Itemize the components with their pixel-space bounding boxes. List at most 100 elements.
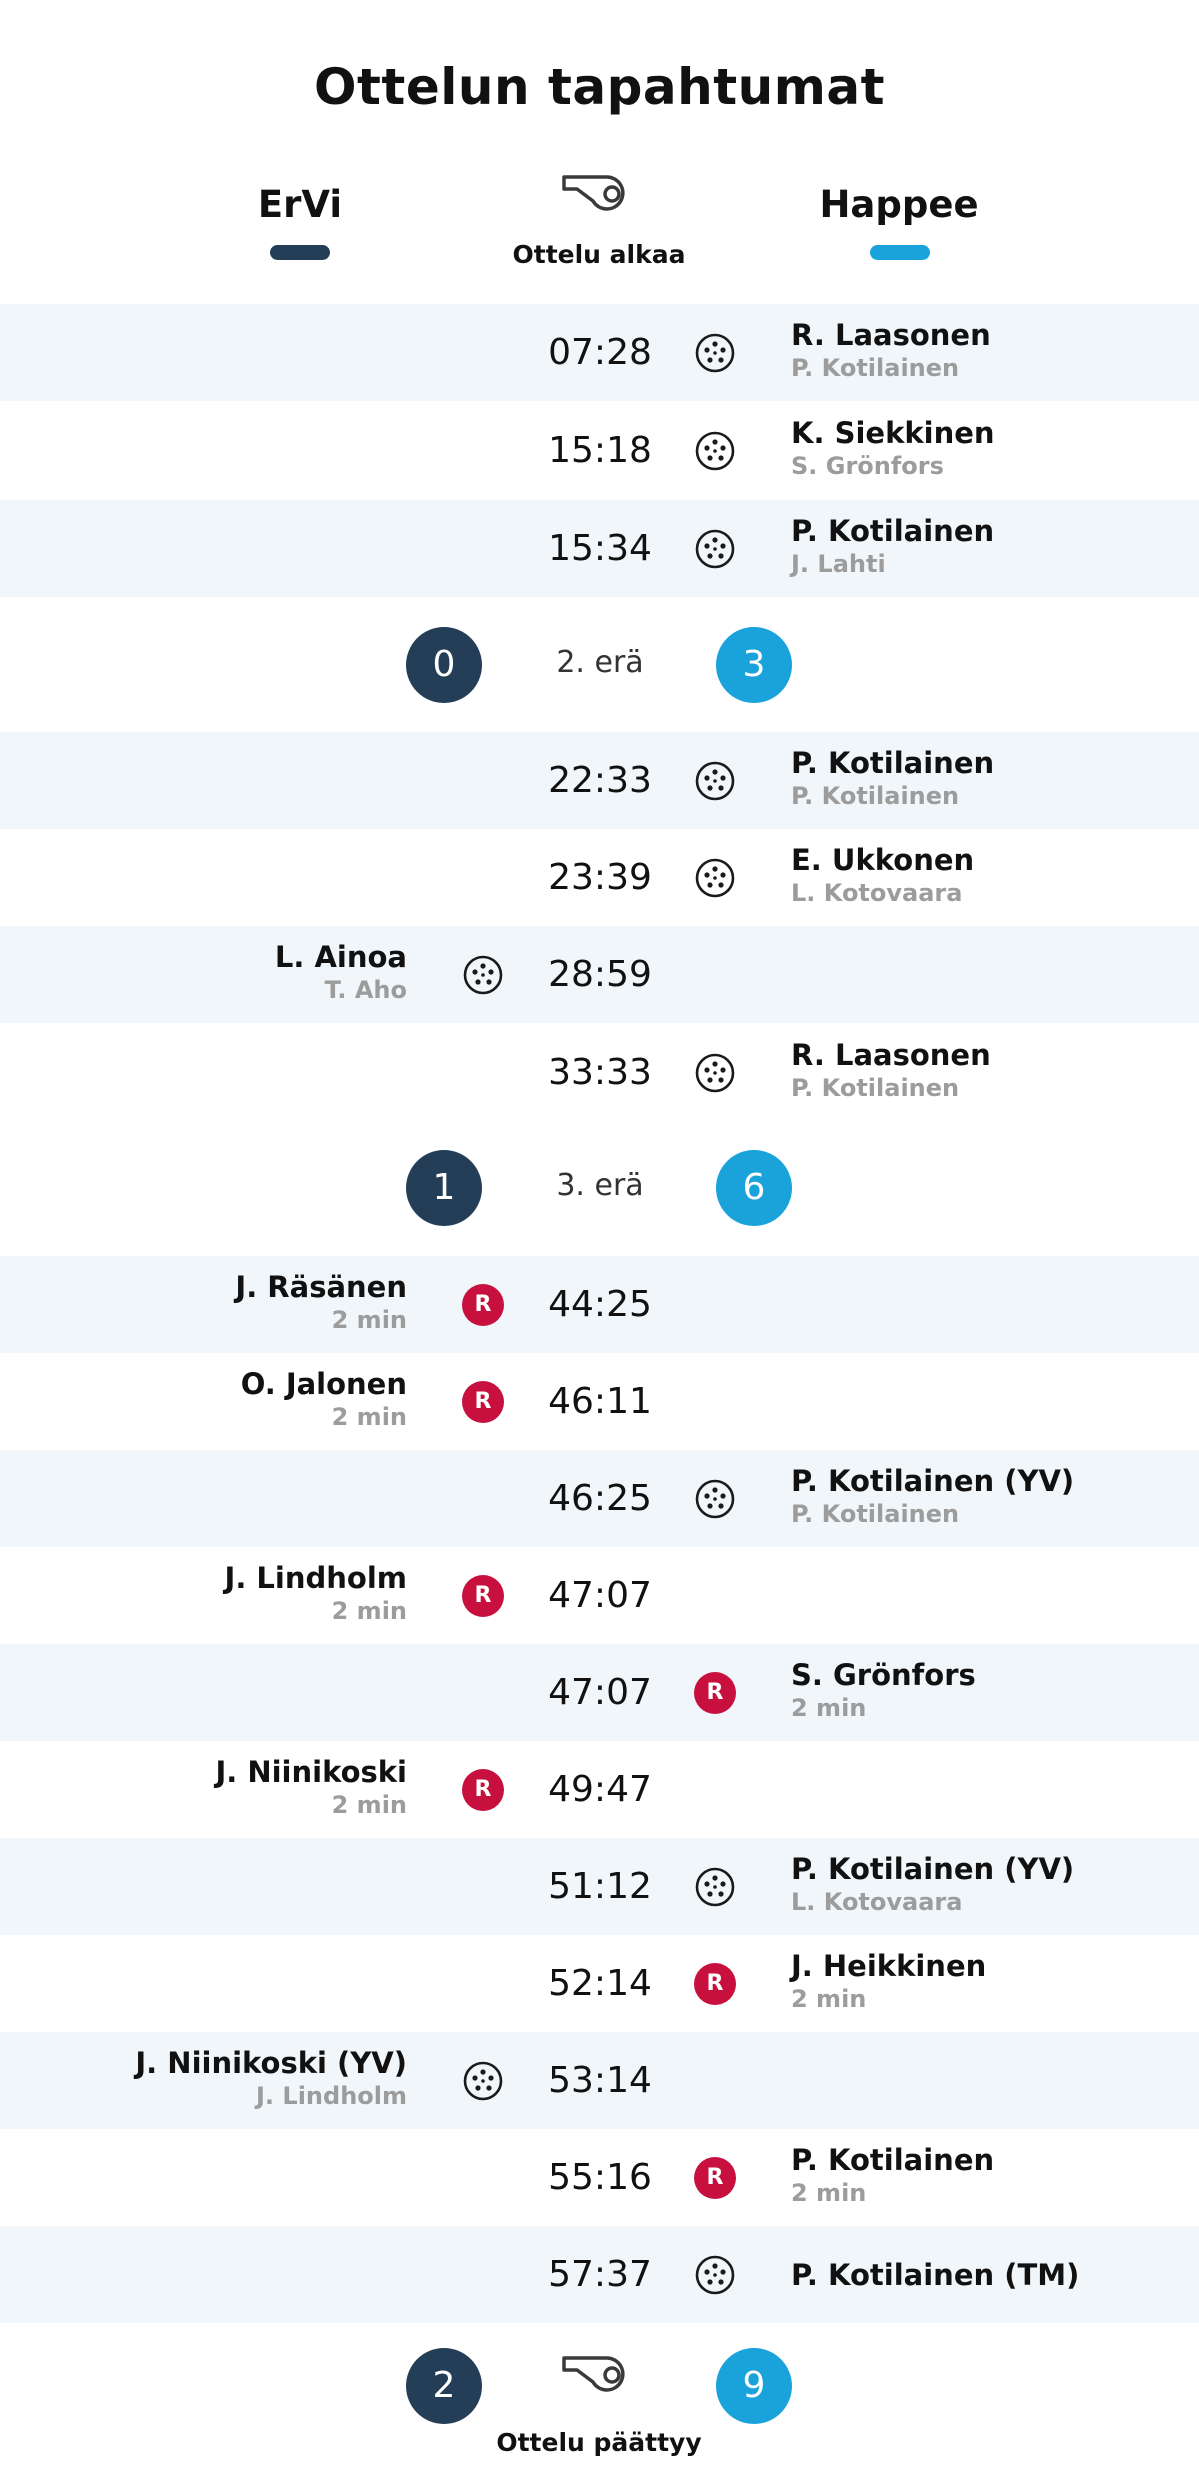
goal-scorer: P. Kotilainen (TM) <box>791 2258 1080 2292</box>
period-label: 2. erä <box>556 645 644 680</box>
penalty-duration: 2 min <box>791 2179 867 2207</box>
penalty-duration: 2 min <box>791 1694 867 1722</box>
event-time: 44:25 <box>548 1284 652 1325</box>
event-time: 15:18 <box>548 430 652 471</box>
event-time: 28:59 <box>548 954 652 995</box>
event-time: 23:39 <box>548 857 652 898</box>
goal-scorer: K. Siekkinen <box>791 416 995 450</box>
event-time: 47:07 <box>548 1575 652 1616</box>
goal-scorer: P. Kotilainen (YV) <box>791 1852 1075 1886</box>
event-time: 52:14 <box>548 1963 652 2004</box>
event-time: 07:28 <box>548 332 652 373</box>
goal-scorer: L. Ainoa <box>274 940 407 974</box>
assist-player: T. Aho <box>324 976 407 1004</box>
event-player-info: P. Kotilainen (YV) L. Kotovaara <box>791 1852 1074 1916</box>
home-score-badge: 0 <box>406 627 482 703</box>
event-row: 22:33 P. Kotilainen P. Kotilainen <box>0 732 1199 829</box>
assist-player: L. Kotovaara <box>791 1888 963 1916</box>
penalized-player: P. Kotilainen <box>791 2143 995 2177</box>
event-time: 46:11 <box>548 1381 652 1422</box>
goal-scorer: P. Kotilainen (YV) <box>791 1464 1075 1498</box>
whistle-icon <box>562 175 625 211</box>
away-team-name: Happee <box>819 183 979 226</box>
penalized-player: S. Grönfors <box>791 1658 976 1692</box>
penalty-r-icon: R <box>694 1963 736 2005</box>
away-score-badge: 6 <box>716 1150 792 1226</box>
event-time: 49:47 <box>548 1769 652 1810</box>
floorball-icon <box>694 430 736 472</box>
event-player-info: P. Kotilainen J. Lahti <box>791 514 994 578</box>
event-player-info: J. Lindholm 2 min <box>225 1561 407 1625</box>
floorball-icon <box>694 760 736 802</box>
home-score-badge: 2 <box>406 2348 482 2424</box>
assist-player: P. Kotilainen <box>791 354 960 382</box>
floorball-icon <box>694 1052 736 1094</box>
event-row: 57:37 P. Kotilainen (TM) <box>0 2226 1199 2323</box>
floorball-icon <box>462 954 504 996</box>
penalized-player: O. Jalonen <box>240 1367 407 1401</box>
floorball-icon <box>694 2254 736 2296</box>
goal-scorer: P. Kotilainen <box>791 514 995 548</box>
event-time: 33:33 <box>548 1052 652 1093</box>
floorball-icon <box>694 857 736 899</box>
penalized-player: J. Lindholm <box>224 1561 407 1595</box>
penalized-player: J. Niinikoski <box>215 1755 407 1789</box>
penalty-r-icon: R <box>462 1381 504 1423</box>
event-player-info: O. Jalonen 2 min <box>241 1367 407 1431</box>
floorball-icon <box>694 332 736 374</box>
event-row: 46:11 R O. Jalonen 2 min <box>0 1353 1199 1450</box>
penalty-r-icon: R <box>462 1769 504 1811</box>
event-row: 49:47 R J. Niinikoski 2 min <box>0 1741 1199 1838</box>
away-team-color-bar <box>870 245 930 260</box>
home-score-badge: 1 <box>406 1150 482 1226</box>
event-row: 53:14 J. Niinikoski (YV) J. Lindholm <box>0 2032 1199 2129</box>
penalty-duration: 2 min <box>791 1985 867 2013</box>
penalized-player: J. Räsänen <box>235 1270 407 1304</box>
event-player-info: J. Niinikoski (YV) J. Lindholm <box>135 2046 407 2110</box>
floorball-icon <box>694 528 736 570</box>
event-row: 47:07 R S. Grönfors 2 min <box>0 1644 1199 1741</box>
away-score-badge: 9 <box>716 2348 792 2424</box>
penalty-r-icon: R <box>694 1672 736 1714</box>
event-row: 28:59 L. Ainoa T. Aho <box>0 926 1199 1023</box>
away-score-badge: 3 <box>716 627 792 703</box>
penalty-duration: 2 min <box>331 1597 407 1625</box>
event-player-info: J. Räsänen 2 min <box>235 1270 407 1334</box>
event-player-info: S. Grönfors 2 min <box>791 1658 976 1722</box>
penalty-r-icon: R <box>462 1575 504 1617</box>
event-row: 55:16 R P. Kotilainen 2 min <box>0 2129 1199 2226</box>
penalty-duration: 2 min <box>331 1306 407 1334</box>
floorball-icon <box>694 1478 736 1520</box>
assist-player: P. Kotilainen <box>791 1074 960 1102</box>
event-time: 55:16 <box>548 2157 652 2198</box>
event-row: 07:28 R. Laasonen P. Kotilainen <box>0 304 1199 401</box>
event-row: 44:25 R J. Räsänen 2 min <box>0 1256 1199 1353</box>
event-player-info: P. Kotilainen P. Kotilainen <box>791 746 994 810</box>
assist-player: J. Lahti <box>791 550 886 578</box>
penalty-duration: 2 min <box>331 1403 407 1431</box>
event-player-info: P. Kotilainen (YV) P. Kotilainen <box>791 1464 1074 1528</box>
event-player-info: L. Ainoa T. Aho <box>275 940 407 1004</box>
match-start-label: Ottelu alkaa <box>512 240 686 269</box>
goal-scorer: R. Laasonen <box>791 318 991 352</box>
goal-scorer: P. Kotilainen <box>791 746 995 780</box>
assist-player: P. Kotilainen <box>791 1500 960 1528</box>
event-row: 47:07 R J. Lindholm 2 min <box>0 1547 1199 1644</box>
event-player-info: E. Ukkonen L. Kotovaara <box>791 843 974 907</box>
match-end-label: Ottelu päättyy <box>496 2428 702 2457</box>
assist-player: L. Kotovaara <box>791 879 963 907</box>
event-player-info: J. Heikkinen 2 min <box>791 1949 986 2013</box>
penalty-duration: 2 min <box>331 1791 407 1819</box>
event-row: 23:39 E. Ukkonen L. Kotovaara <box>0 829 1199 926</box>
event-player-info: P. Kotilainen (TM) <box>791 2258 1079 2292</box>
event-time: 57:37 <box>548 2254 652 2295</box>
event-time: 46:25 <box>548 1478 652 1519</box>
penalty-r-icon: R <box>694 2157 736 2199</box>
assist-player: P. Kotilainen <box>791 782 960 810</box>
goal-scorer: E. Ukkonen <box>791 843 975 877</box>
event-player-info: R. Laasonen P. Kotilainen <box>791 318 991 382</box>
assist-player: J. Lindholm <box>256 2082 407 2110</box>
event-player-info: P. Kotilainen 2 min <box>791 2143 994 2207</box>
event-row: 33:33 R. Laasonen P. Kotilainen <box>0 1024 1199 1121</box>
event-row: 51:12 P. Kotilainen (YV) L. Kotovaara <box>0 1838 1199 1935</box>
